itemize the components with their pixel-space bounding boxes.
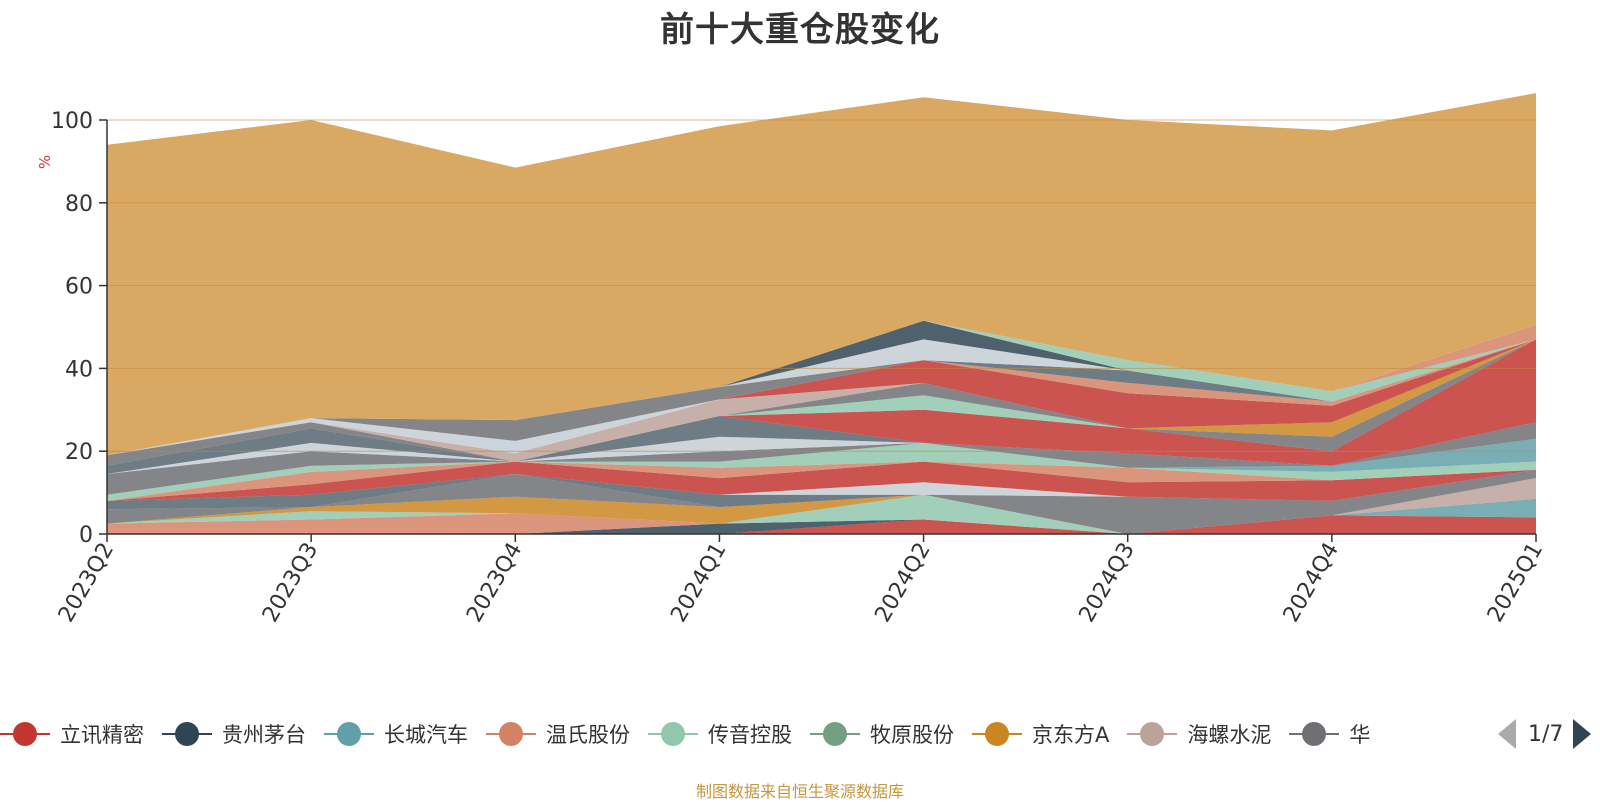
x-tick-label: 2024Q2 — [870, 539, 935, 627]
legend-dot-swatch — [1302, 722, 1327, 746]
area-series-9 — [107, 469, 1536, 534]
x-tick-label: 2024Q3 — [1075, 539, 1140, 627]
area-series-14 — [107, 442, 1536, 501]
circle-marker-icon — [972, 721, 1022, 747]
legend-item[interactable]: 京东方A — [972, 714, 1109, 754]
source-note: 制图数据来自恒生聚源数据库 — [695, 782, 904, 801]
area-series-11 — [107, 469, 1536, 501]
area-series-7 — [107, 494, 1536, 534]
x-tick-label: 2023Q2 — [54, 539, 119, 627]
area-series-34 — [107, 93, 1536, 456]
legend-label: 温氏股份 — [546, 723, 630, 747]
area-series-25 — [107, 339, 1536, 456]
legend-label: 京东方A — [1032, 723, 1110, 747]
x-tick-label: 2023Q4 — [462, 539, 527, 627]
legend-label: 传音控股 — [708, 723, 792, 747]
legend-label: 长城汽车 — [384, 723, 468, 747]
y-axis-label: % — [36, 155, 54, 169]
x-axis-ticks: 2023Q2 2023Q3 2023Q4 2024Q1 2024Q2 2024Q3 2024… — [54, 534, 1548, 627]
area-series-5 — [107, 494, 1536, 534]
legend-label: 牧原股份 — [870, 723, 954, 747]
y-tick-label: 20 — [65, 440, 93, 465]
area-series-12 — [107, 461, 1536, 501]
legend-dot-swatch — [337, 722, 361, 746]
circle-marker-icon — [648, 721, 698, 747]
area-series-13 — [107, 461, 1536, 501]
y-tick-label: 60 — [65, 275, 93, 300]
y-axis-ticks: 0 20 40 60 80 100 — [51, 109, 107, 548]
legend-label: 贵州茅台 — [222, 723, 306, 747]
legend-dot-swatch — [823, 722, 847, 746]
area-series-32 — [107, 320, 1536, 456]
y-tick-label: 80 — [65, 192, 93, 217]
area-series-15 — [107, 438, 1536, 495]
triangle-right-icon[interactable] — [1573, 719, 1592, 749]
area-series-4 — [107, 498, 1536, 534]
area-series-26 — [107, 339, 1536, 456]
circle-marker-icon — [162, 721, 212, 747]
area-series-27 — [107, 339, 1536, 456]
legend-item[interactable]: 华 — [1289, 714, 1370, 754]
x-tick-label: 2025Q1 — [1483, 539, 1548, 627]
circle-marker-icon — [1127, 721, 1178, 747]
legend: 立讯精密 贵州茅台 长城汽车 温氏股份 传音控股 牧原股份 京东方A 海螺水泥 华 — [0, 714, 1484, 754]
area-series-10 — [107, 469, 1536, 510]
circle-marker-icon — [0, 721, 50, 747]
y-tick-label: 100 — [51, 109, 93, 134]
legend-dot-swatch — [985, 722, 1009, 746]
y-tick-label: 0 — [79, 523, 93, 548]
triangle-left-icon[interactable] — [1498, 719, 1516, 749]
legend-dot-swatch — [661, 722, 685, 746]
legend-dot-swatch — [499, 722, 523, 746]
area-series-1 — [107, 515, 1536, 534]
area-series-layer — [107, 93, 1536, 534]
legend-item[interactable]: 立讯精密 — [0, 714, 144, 754]
legend-dot-swatch — [175, 722, 199, 746]
legend-dot-swatch — [1140, 722, 1165, 746]
x-tick-label: 2024Q1 — [666, 539, 731, 627]
circle-marker-icon — [1289, 721, 1340, 747]
legend-label: 华 — [1349, 723, 1371, 747]
legend-item[interactable]: 传音控股 — [648, 714, 792, 754]
area-series-19 — [107, 339, 1536, 466]
axes — [106, 120, 1536, 535]
legend-page-indicator: 1/7 — [1528, 721, 1564, 747]
area-series-2 — [107, 515, 1536, 534]
legend-dot-swatch — [13, 722, 37, 746]
circle-marker-icon — [810, 721, 860, 747]
circle-marker-icon — [324, 721, 374, 747]
legend-track: 立讯精密 贵州茅台 长城汽车 温氏股份 传音控股 牧原股份 京东方A 海螺水泥 华 — [0, 714, 1484, 754]
legend-item[interactable]: 海螺水泥 — [1127, 714, 1271, 754]
legend-pager: 1/7 — [1498, 716, 1600, 752]
legend-item[interactable]: 贵州茅台 — [162, 714, 306, 754]
x-tick-label: 2024Q4 — [1279, 539, 1344, 627]
area-series-18 — [107, 416, 1536, 474]
area-series-16 — [107, 422, 1536, 495]
legend-label: 立讯精密 — [60, 723, 144, 747]
y-tick-label: 40 — [65, 357, 93, 382]
area-series-21 — [107, 339, 1536, 466]
legend-item[interactable]: 温氏股份 — [486, 714, 630, 754]
legend-label: 海螺水泥 — [1187, 723, 1272, 747]
circle-marker-icon — [486, 721, 536, 747]
grid-lines — [107, 119, 1536, 452]
x-tick-label: 2023Q3 — [258, 539, 323, 627]
chart-title: 前十大重仓股变化 — [660, 10, 940, 50]
legend-item[interactable]: 长城汽车 — [324, 714, 468, 754]
legend-item[interactable]: 牧原股份 — [810, 714, 954, 754]
